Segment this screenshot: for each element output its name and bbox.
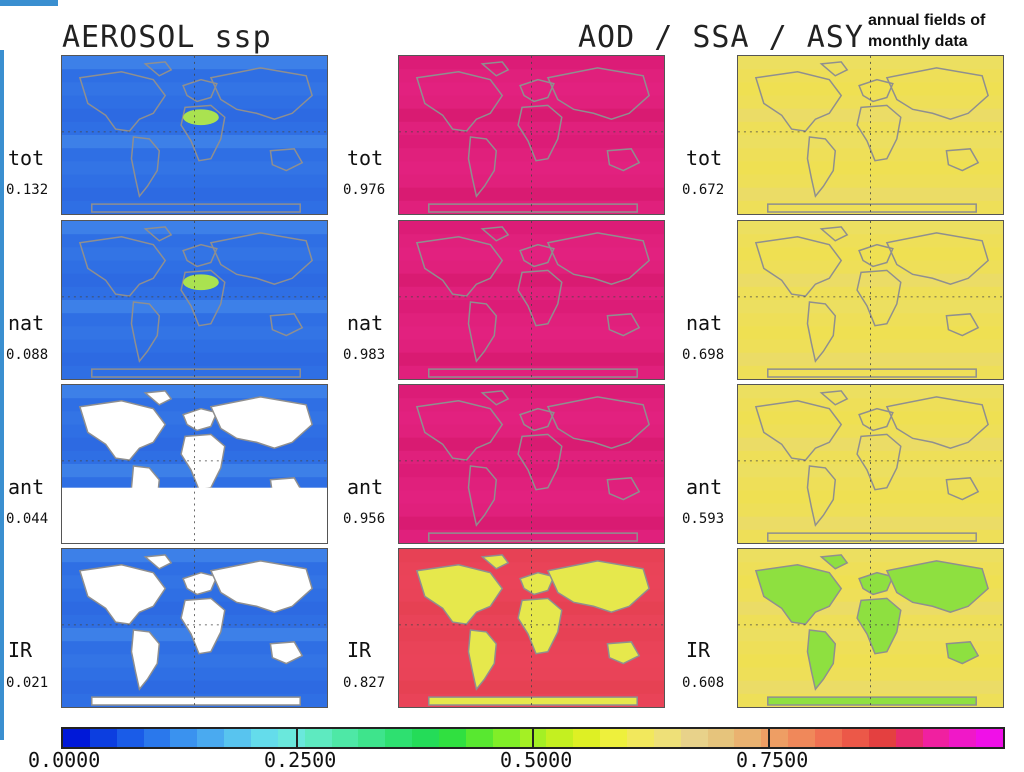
aod-row-label-tot: tot: [8, 146, 45, 170]
colorbar-swatch: [922, 729, 950, 747]
ssa-map-ir: [398, 548, 665, 708]
colorbar-swatch: [224, 729, 252, 747]
colorbar-swatch: [465, 729, 493, 747]
colorbar-swatch: [707, 729, 735, 747]
colorbar-tick-label: 0.5000: [500, 748, 573, 772]
colorbar-swatch: [89, 729, 117, 747]
colorbar-swatch: [251, 729, 278, 747]
ssa-row-label-tot: tot: [347, 146, 384, 170]
colorbar-tick-mark: [768, 727, 770, 749]
world-map-graphic: [399, 549, 664, 707]
aod-map-tot: [61, 55, 328, 215]
colorbar-swatch: [439, 729, 466, 747]
world-map-graphic: [62, 549, 327, 707]
world-map-graphic: [399, 385, 664, 543]
world-map-graphic: [738, 221, 1003, 379]
colorbar-swatch: [788, 729, 816, 747]
asy-map-ant: [737, 384, 1004, 544]
colorbar-tick-label: 0.2500: [264, 748, 337, 772]
aod-row-label-nat: nat: [8, 311, 45, 335]
world-map-graphic: [738, 56, 1003, 214]
asy-row-value-nat: 0.698: [682, 347, 725, 363]
world-map-graphic: [62, 56, 327, 214]
aod-row-value-ir: 0.021: [6, 675, 49, 691]
colorbar-swatch: [895, 729, 923, 747]
corner-accent: [0, 0, 58, 6]
world-map-graphic: [399, 56, 664, 214]
ssa-map-nat: [398, 220, 665, 380]
colorbar-swatch: [331, 729, 359, 747]
world-map-graphic: [399, 221, 664, 379]
aod-row-label-ant: ant: [8, 475, 45, 499]
colorbar-swatch: [761, 729, 789, 747]
asy-row-value-ir: 0.608: [682, 675, 725, 691]
ssa-row-value-tot: 0.976: [343, 182, 386, 198]
ssa-row-label-ir: IR: [347, 638, 372, 662]
aod-row-value-tot: 0.132: [6, 182, 49, 198]
colorbar-swatch: [815, 729, 842, 747]
colorbar-swatch: [277, 729, 305, 747]
colorbar-tick-label: 0.0000: [28, 748, 101, 772]
colorbar-tick-mark: [532, 727, 534, 749]
world-map-graphic: [738, 385, 1003, 543]
asy-map-ir: [737, 548, 1004, 708]
aod-map-nat: [61, 220, 328, 380]
colorbar-swatch: [627, 729, 654, 747]
ssa-row-value-ant: 0.956: [343, 511, 386, 527]
page-title-right: AOD / SSA / ASY: [578, 20, 864, 55]
world-map-graphic: [738, 549, 1003, 707]
colorbar-swatch: [197, 729, 225, 747]
asy-row-label-ir: IR: [686, 638, 711, 662]
left-accent-strip: [0, 50, 4, 740]
colorbar-swatch: [976, 729, 1004, 747]
aod-row-value-nat: 0.088: [6, 347, 49, 363]
aod-row-label-ir: IR: [8, 638, 33, 662]
colorbar-swatch: [734, 729, 762, 747]
ssa-row-label-nat: nat: [347, 311, 384, 335]
note-line-1: annual fields of: [868, 12, 986, 29]
colorbar-swatch: [385, 729, 413, 747]
colorbar-swatch: [143, 729, 171, 747]
page-title-left: AEROSOL ssp: [62, 20, 272, 55]
ssa-map-tot: [398, 55, 665, 215]
world-map-graphic: [62, 221, 327, 379]
asy-row-label-tot: tot: [686, 146, 723, 170]
colorbar-swatch: [949, 729, 977, 747]
ssa-map-ant: [398, 384, 665, 544]
asy-row-value-ant: 0.593: [682, 511, 725, 527]
colorbar-swatch: [653, 729, 681, 747]
ssa-row-value-nat: 0.983: [343, 347, 386, 363]
colorbar-tick-mark: [296, 727, 298, 749]
colorbar-swatch: [868, 729, 896, 747]
colorbar-swatch: [573, 729, 601, 747]
asy-row-label-ant: ant: [686, 475, 723, 499]
colorbar-tick-label: 0.7500: [736, 748, 809, 772]
asy-map-nat: [737, 220, 1004, 380]
colorbar-swatch: [116, 729, 144, 747]
annual-fields-note: annual fields of monthly data: [868, 10, 1024, 52]
asy-row-value-tot: 0.672: [682, 182, 725, 198]
colorbar-swatch: [492, 729, 520, 747]
asy-map-tot: [737, 55, 1004, 215]
colorbar-swatch: [680, 729, 708, 747]
colorbar-swatch: [600, 729, 628, 747]
colorbar-swatch: [841, 729, 869, 747]
colorbar-swatch: [170, 729, 198, 747]
asy-row-label-nat: nat: [686, 311, 723, 335]
colorbar-swatch: [304, 729, 332, 747]
colorbar-swatch: [412, 729, 440, 747]
note-line-2: monthly data: [868, 33, 968, 50]
world-map-graphic: [62, 385, 327, 543]
aod-map-ir: [61, 548, 328, 708]
aod-row-value-ant: 0.044: [6, 511, 49, 527]
ssa-row-label-ant: ant: [347, 475, 384, 499]
colorbar-swatch: [546, 729, 574, 747]
ssa-row-value-ir: 0.827: [343, 675, 386, 691]
colorbar-swatch: [63, 729, 90, 747]
aod-map-ant: [61, 384, 328, 544]
colorbar-swatch: [358, 729, 386, 747]
